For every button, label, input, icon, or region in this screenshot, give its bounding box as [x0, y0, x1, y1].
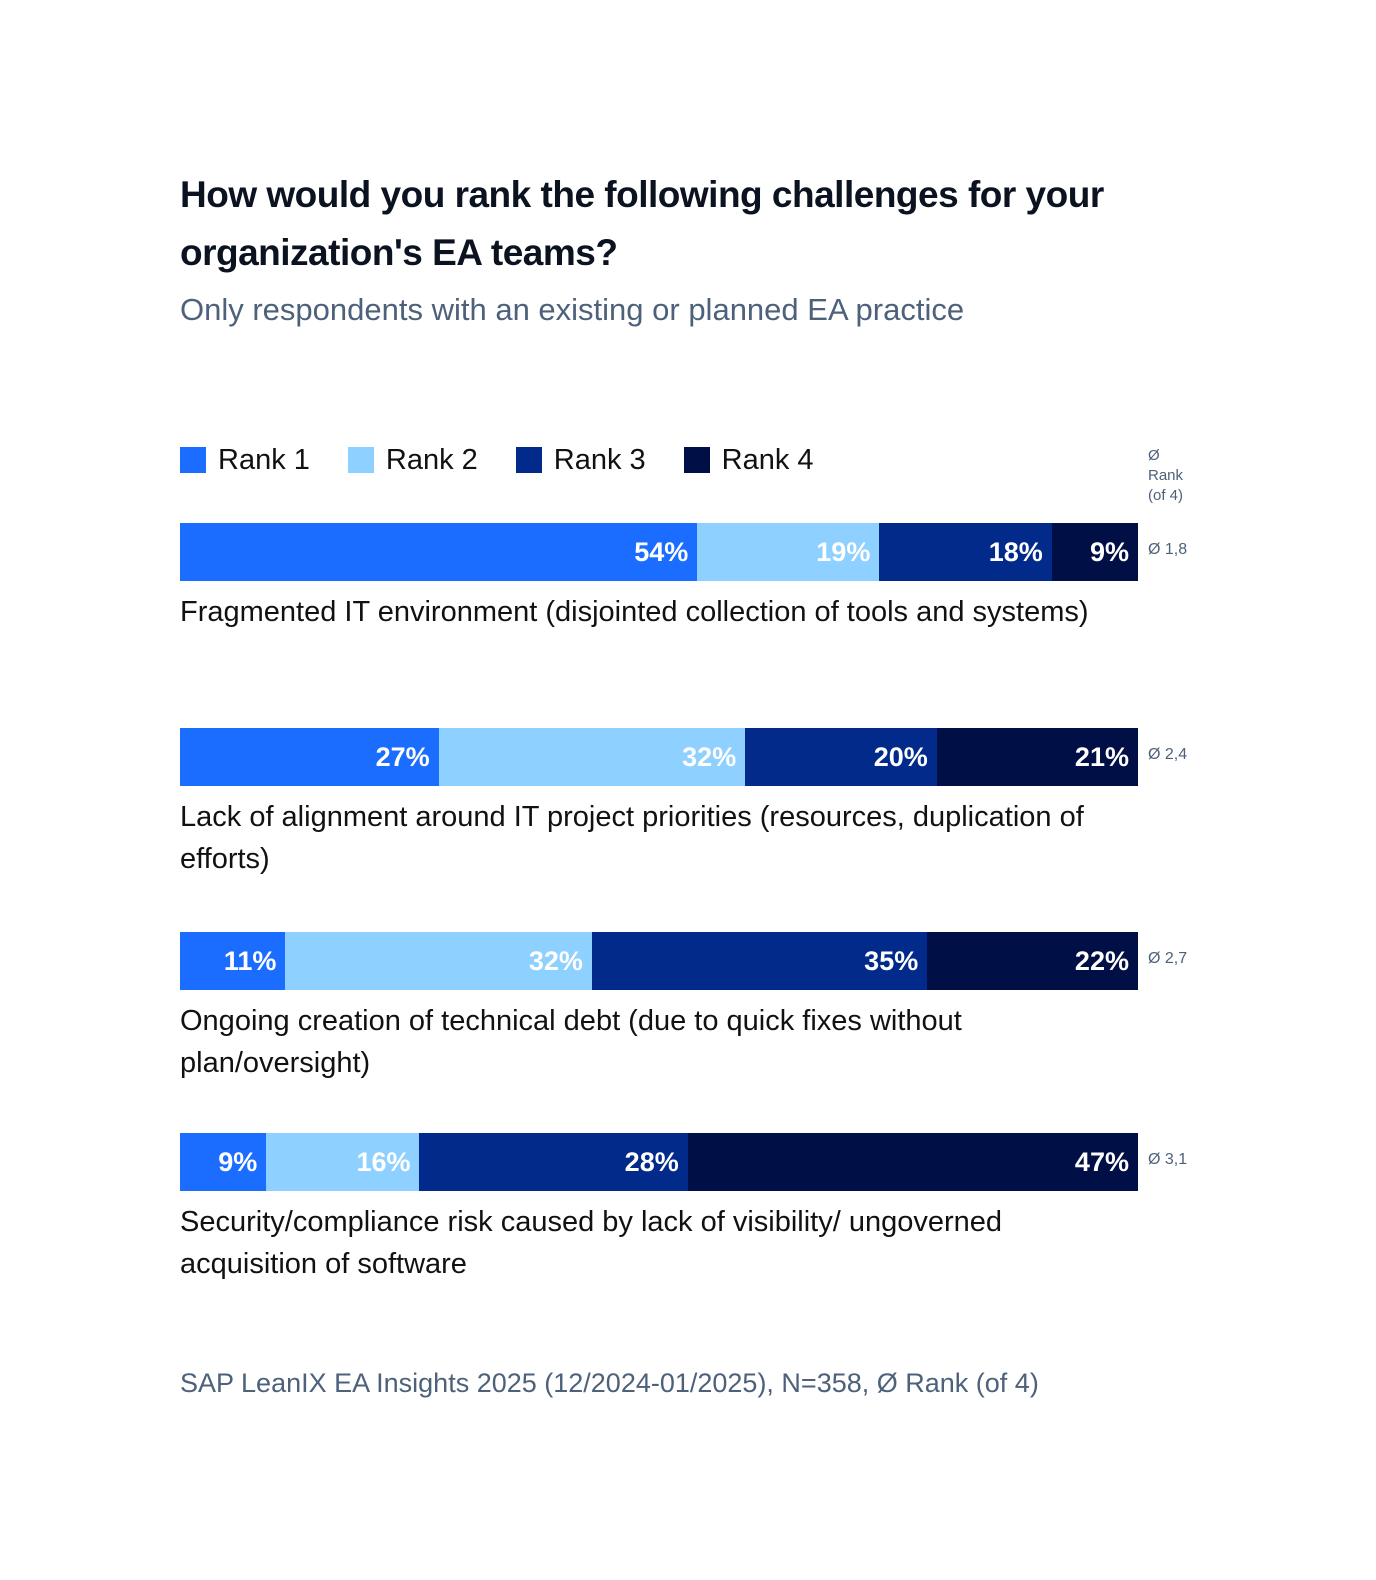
bar-value-label: 9%	[1089, 536, 1129, 567]
bar-segment-rank-3: 28%	[419, 1133, 688, 1191]
legend-swatch-rank-1	[180, 447, 206, 473]
avg-rank-header-rank: Rank	[1148, 467, 1184, 484]
avg-rank-header-symbol: Ø	[1148, 447, 1160, 464]
bar-segment-rank-3: 35%	[591, 932, 928, 990]
legend-swatch-rank-2	[347, 447, 374, 473]
bar-value-label: 16%	[356, 1146, 411, 1177]
bar-value-label: 35%	[864, 945, 919, 976]
bar-value-label: 47%	[1074, 1146, 1129, 1177]
legend-swatch-rank-3	[515, 447, 542, 473]
bar-value-label: 11%	[223, 945, 277, 976]
avg-rank-value: Ø 3,1	[1148, 1151, 1188, 1168]
avg-rank-value: Ø 2,4	[1148, 746, 1188, 763]
bar-segment-rank-1: 11%	[180, 932, 286, 990]
bar-segment-rank-4: 22%	[927, 932, 1138, 990]
category-label: Fragmented IT environment (disjointed co…	[180, 596, 1089, 628]
chart-title: How would you rank the following challen…	[180, 174, 1104, 273]
category-label: Ongoing creation of technical debt (due …	[180, 1005, 962, 1079]
bar-value-label: 20%	[873, 741, 928, 772]
bar-segment-rank-2: 32%	[285, 932, 592, 990]
stacked-bar: 9% 16% 28% 47%	[180, 1133, 1138, 1191]
avg-rank-value: Ø 2,7	[1148, 950, 1188, 967]
bar-value-label: 9%	[218, 1146, 258, 1177]
legend-item-rank-1: Rank 1	[180, 444, 310, 477]
legend-label-rank-3: Rank 3	[553, 443, 646, 476]
legend-label-rank-1: Rank 1	[218, 443, 310, 476]
bar-value-label: 19%	[816, 536, 871, 567]
legend-label-rank-4: Rank 4	[721, 443, 814, 476]
bar-segment-rank-1: 27%	[180, 728, 439, 786]
avg-rank-header-of4: (of 4)	[1148, 487, 1184, 504]
stacked-bar: 54% 19% 18% 9%	[180, 523, 1138, 581]
bar-value-label: 27%	[375, 741, 430, 772]
legend-label-rank-2: Rank 2	[385, 443, 478, 476]
category-label: Security/compliance risk caused by lack …	[180, 1206, 1003, 1280]
bar-value-label: 32%	[682, 741, 737, 772]
bar-segment-rank-4: 47%	[687, 1133, 1138, 1191]
stacked-bar: 11% 32% 35% 22%	[180, 932, 1138, 990]
category-label: Lack of alignment around IT project prio…	[180, 801, 1084, 875]
bar-value-label: 28%	[624, 1146, 679, 1177]
legend-item-rank-4: Rank 4	[683, 443, 814, 477]
legend: Rank 1 Rank 2 Rank 3 Rank 4	[180, 440, 852, 480]
bar-value-label: 54%	[634, 536, 689, 567]
bar-value-label: 32%	[528, 945, 583, 976]
legend-swatch-rank-4	[683, 447, 710, 473]
bar-segment-rank-1: 9%	[180, 1133, 267, 1191]
chart-subtitle: Only respondents with an existing or pla…	[180, 292, 965, 327]
legend-item-rank-3: Rank 3	[515, 443, 646, 477]
bar-value-label: 21%	[1074, 741, 1129, 772]
source-note: SAP LeanIX EA Insights 2025 (12/2024-01/…	[180, 1368, 1039, 1398]
bar-segment-rank-2: 32%	[438, 728, 746, 786]
legend-item-rank-2: Rank 2	[347, 443, 478, 477]
avg-rank-header: Ø Rank (of 4)	[1148, 446, 1208, 506]
bar-value-label: 22%	[1074, 945, 1129, 976]
bar-segment-rank-4: 9%	[1051, 523, 1138, 581]
avg-rank-value: Ø 1,8	[1148, 541, 1188, 558]
stacked-bar: 27% 32% 20% 21%	[180, 728, 1138, 786]
bar-segment-rank-4: 21%	[936, 728, 1138, 786]
bar-segment-rank-3: 20%	[745, 728, 937, 786]
bar-segment-rank-2: 16%	[266, 1133, 420, 1191]
bar-segment-rank-3: 18%	[879, 523, 1052, 581]
bar-segment-rank-1: 54%	[180, 523, 698, 581]
bar-value-label: 18%	[988, 536, 1043, 567]
bar-segment-rank-2: 19%	[697, 523, 880, 581]
